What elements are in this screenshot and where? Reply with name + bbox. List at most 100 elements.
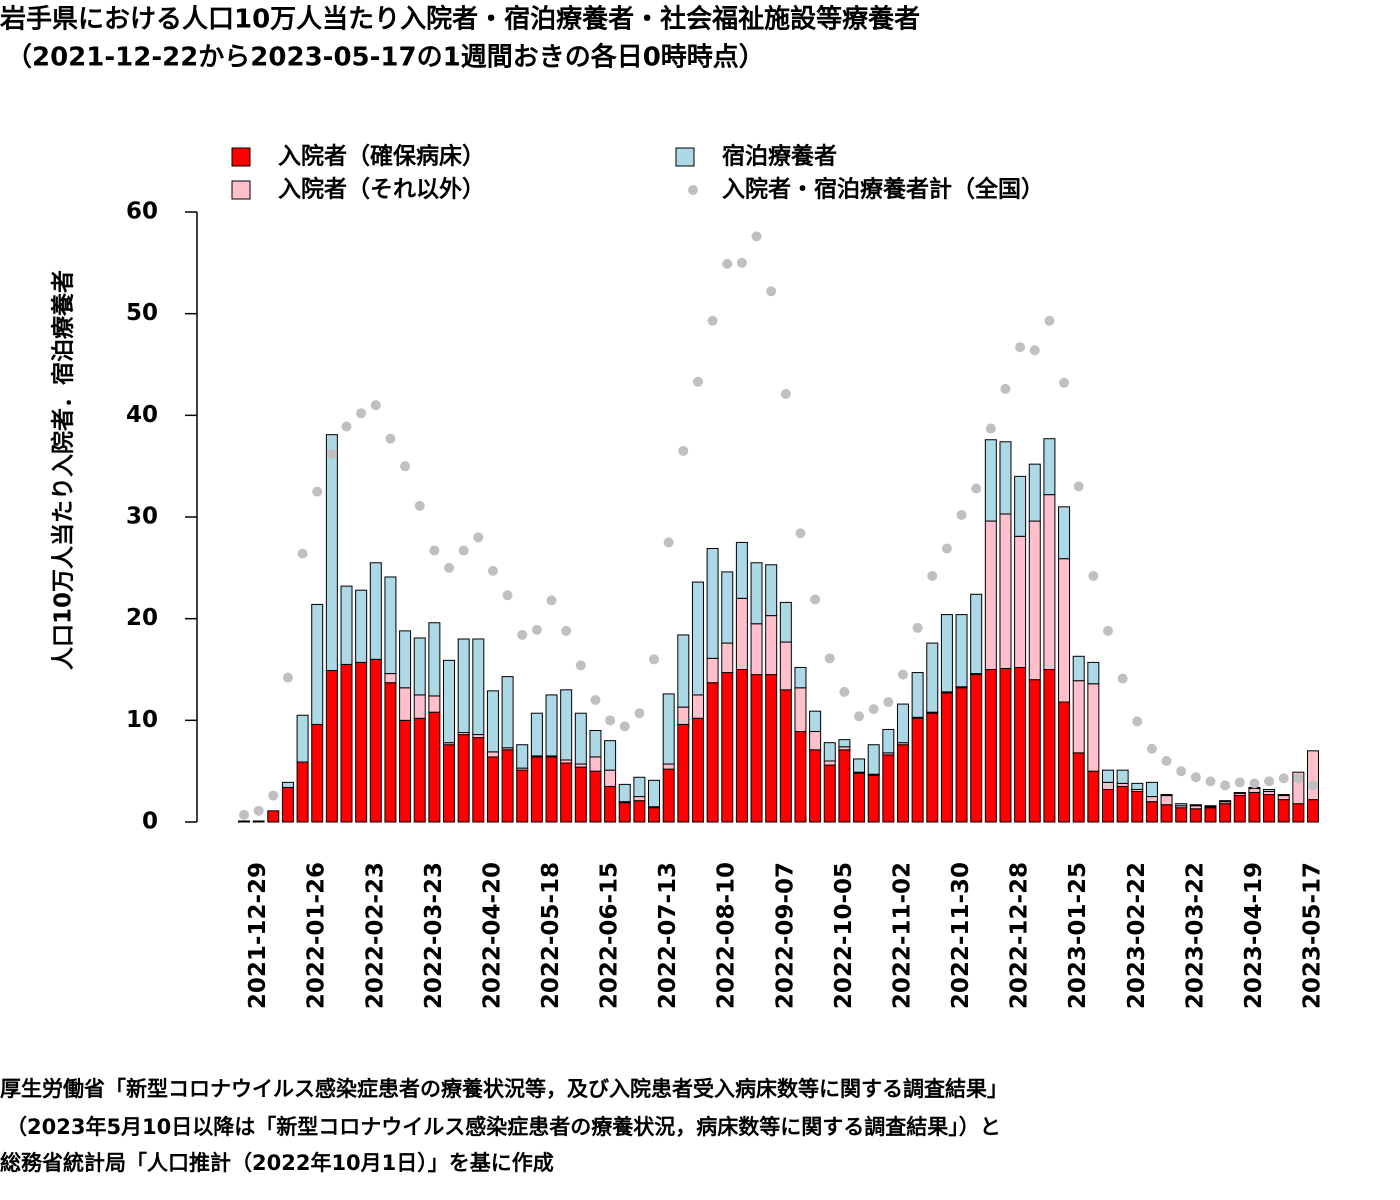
bar-segment (516, 769, 529, 823)
bar-segment (574, 766, 587, 823)
bar-segment (648, 779, 661, 808)
bar-segment (735, 597, 748, 670)
bar-segment (721, 672, 734, 823)
total-dot (839, 686, 850, 697)
bar-segment (896, 703, 909, 744)
bar-segment (911, 672, 924, 718)
total-dot (736, 257, 747, 268)
bar-segment (1058, 506, 1071, 560)
bar-segment (633, 800, 646, 823)
total-dot (912, 622, 923, 633)
x-tick-label: 2022-12-28 (1007, 862, 1033, 1009)
total-dot (502, 590, 513, 601)
total-dot (1073, 481, 1084, 492)
bar-segment (691, 694, 704, 719)
bar-segment (618, 802, 631, 823)
total-dot (927, 570, 938, 581)
bar-segment (340, 663, 353, 823)
bar-segment (413, 637, 426, 696)
total-dot (619, 721, 630, 732)
y-tick-label: 30 (126, 504, 158, 530)
bar-segment (1028, 520, 1041, 681)
bar-segment (691, 717, 704, 823)
bar-segment (472, 737, 485, 823)
x-tick-label: 2022-06-15 (597, 862, 623, 1009)
legend-label: 入院者・宿泊療養者計（全国） (722, 176, 1044, 203)
bar-segment (1160, 794, 1173, 797)
total-dot (1220, 780, 1231, 791)
bar-segment (413, 717, 426, 823)
bar-segment (809, 749, 822, 823)
x-tick-label: 2022-11-30 (948, 862, 974, 1009)
bar-segment (355, 589, 368, 663)
bar-segment (721, 571, 734, 644)
bar-segment (1043, 669, 1056, 823)
legend-marker (675, 147, 695, 167)
bar-segment (765, 564, 778, 617)
total-dot (883, 697, 894, 708)
bar-segment (1014, 475, 1027, 537)
bar-segment (457, 734, 470, 823)
bar-segment (867, 774, 880, 823)
total-dot (356, 408, 367, 419)
total-dot (1000, 383, 1011, 394)
bar-segment (1175, 803, 1188, 807)
bar-segment (853, 772, 866, 823)
total-dot (1044, 315, 1055, 326)
bar-segment (955, 687, 968, 823)
bar-segment (311, 723, 324, 823)
bar-segment (1028, 463, 1041, 522)
total-dot (1088, 570, 1099, 581)
bar-segment (1043, 494, 1056, 670)
bar-segment (970, 674, 983, 823)
total-dot (1102, 625, 1113, 636)
bar-segment (369, 658, 382, 823)
x-tick-label: 2023-03-22 (1182, 862, 1208, 1009)
bar-segment (838, 749, 851, 823)
bar-segment (1087, 683, 1100, 772)
bar-segment (809, 731, 822, 751)
x-tick-label: 2022-01-26 (304, 862, 330, 1009)
legend-marker (231, 147, 251, 167)
source-note: 総務省統計局「人口推計（2022年10月1日）」を基に作成 (0, 1151, 554, 1175)
total-dot (707, 315, 718, 326)
bar-segment (984, 520, 997, 670)
bar-segment (486, 756, 499, 823)
bar-segment (1189, 808, 1202, 823)
bar-segment (604, 769, 617, 787)
bar-segment (252, 820, 265, 823)
x-tick-label: 2022-07-13 (655, 862, 681, 1009)
bar-segment (589, 730, 602, 758)
bar-segment (1116, 769, 1129, 784)
bar-segment (662, 763, 675, 770)
bar-segment (428, 711, 441, 823)
bar-segment (1028, 679, 1041, 823)
bar-segment (443, 659, 456, 744)
bar-segment (1131, 782, 1144, 790)
total-dot (722, 258, 733, 269)
total-dot (312, 486, 323, 497)
bar-segment (486, 751, 499, 758)
total-dot (444, 562, 455, 573)
total-dot (780, 388, 791, 399)
x-tick-label: 2022-11-02 (889, 862, 915, 1009)
bar-segment (838, 739, 851, 748)
bar-segment (633, 796, 646, 802)
bar-segment (984, 439, 997, 522)
total-dot (649, 654, 660, 665)
bar-segment (311, 603, 324, 725)
total-dot (268, 790, 279, 801)
total-dot (326, 448, 337, 459)
x-tick-label: 2022-05-18 (538, 862, 564, 1009)
bar-segment (794, 666, 807, 689)
bar-segment (1263, 788, 1276, 793)
total-dot (810, 594, 821, 605)
chart-title: 岩手県における人口10万人当たり入院者・宿泊療養者・社会福祉施設等療養者 (0, 4, 920, 35)
bar-segment (428, 695, 441, 713)
bar-segment (399, 687, 412, 721)
bar-segment (662, 693, 675, 765)
total-dot (897, 669, 908, 680)
total-dot (1161, 756, 1172, 766)
bar-segment (721, 642, 734, 674)
bar-segment (369, 562, 382, 660)
